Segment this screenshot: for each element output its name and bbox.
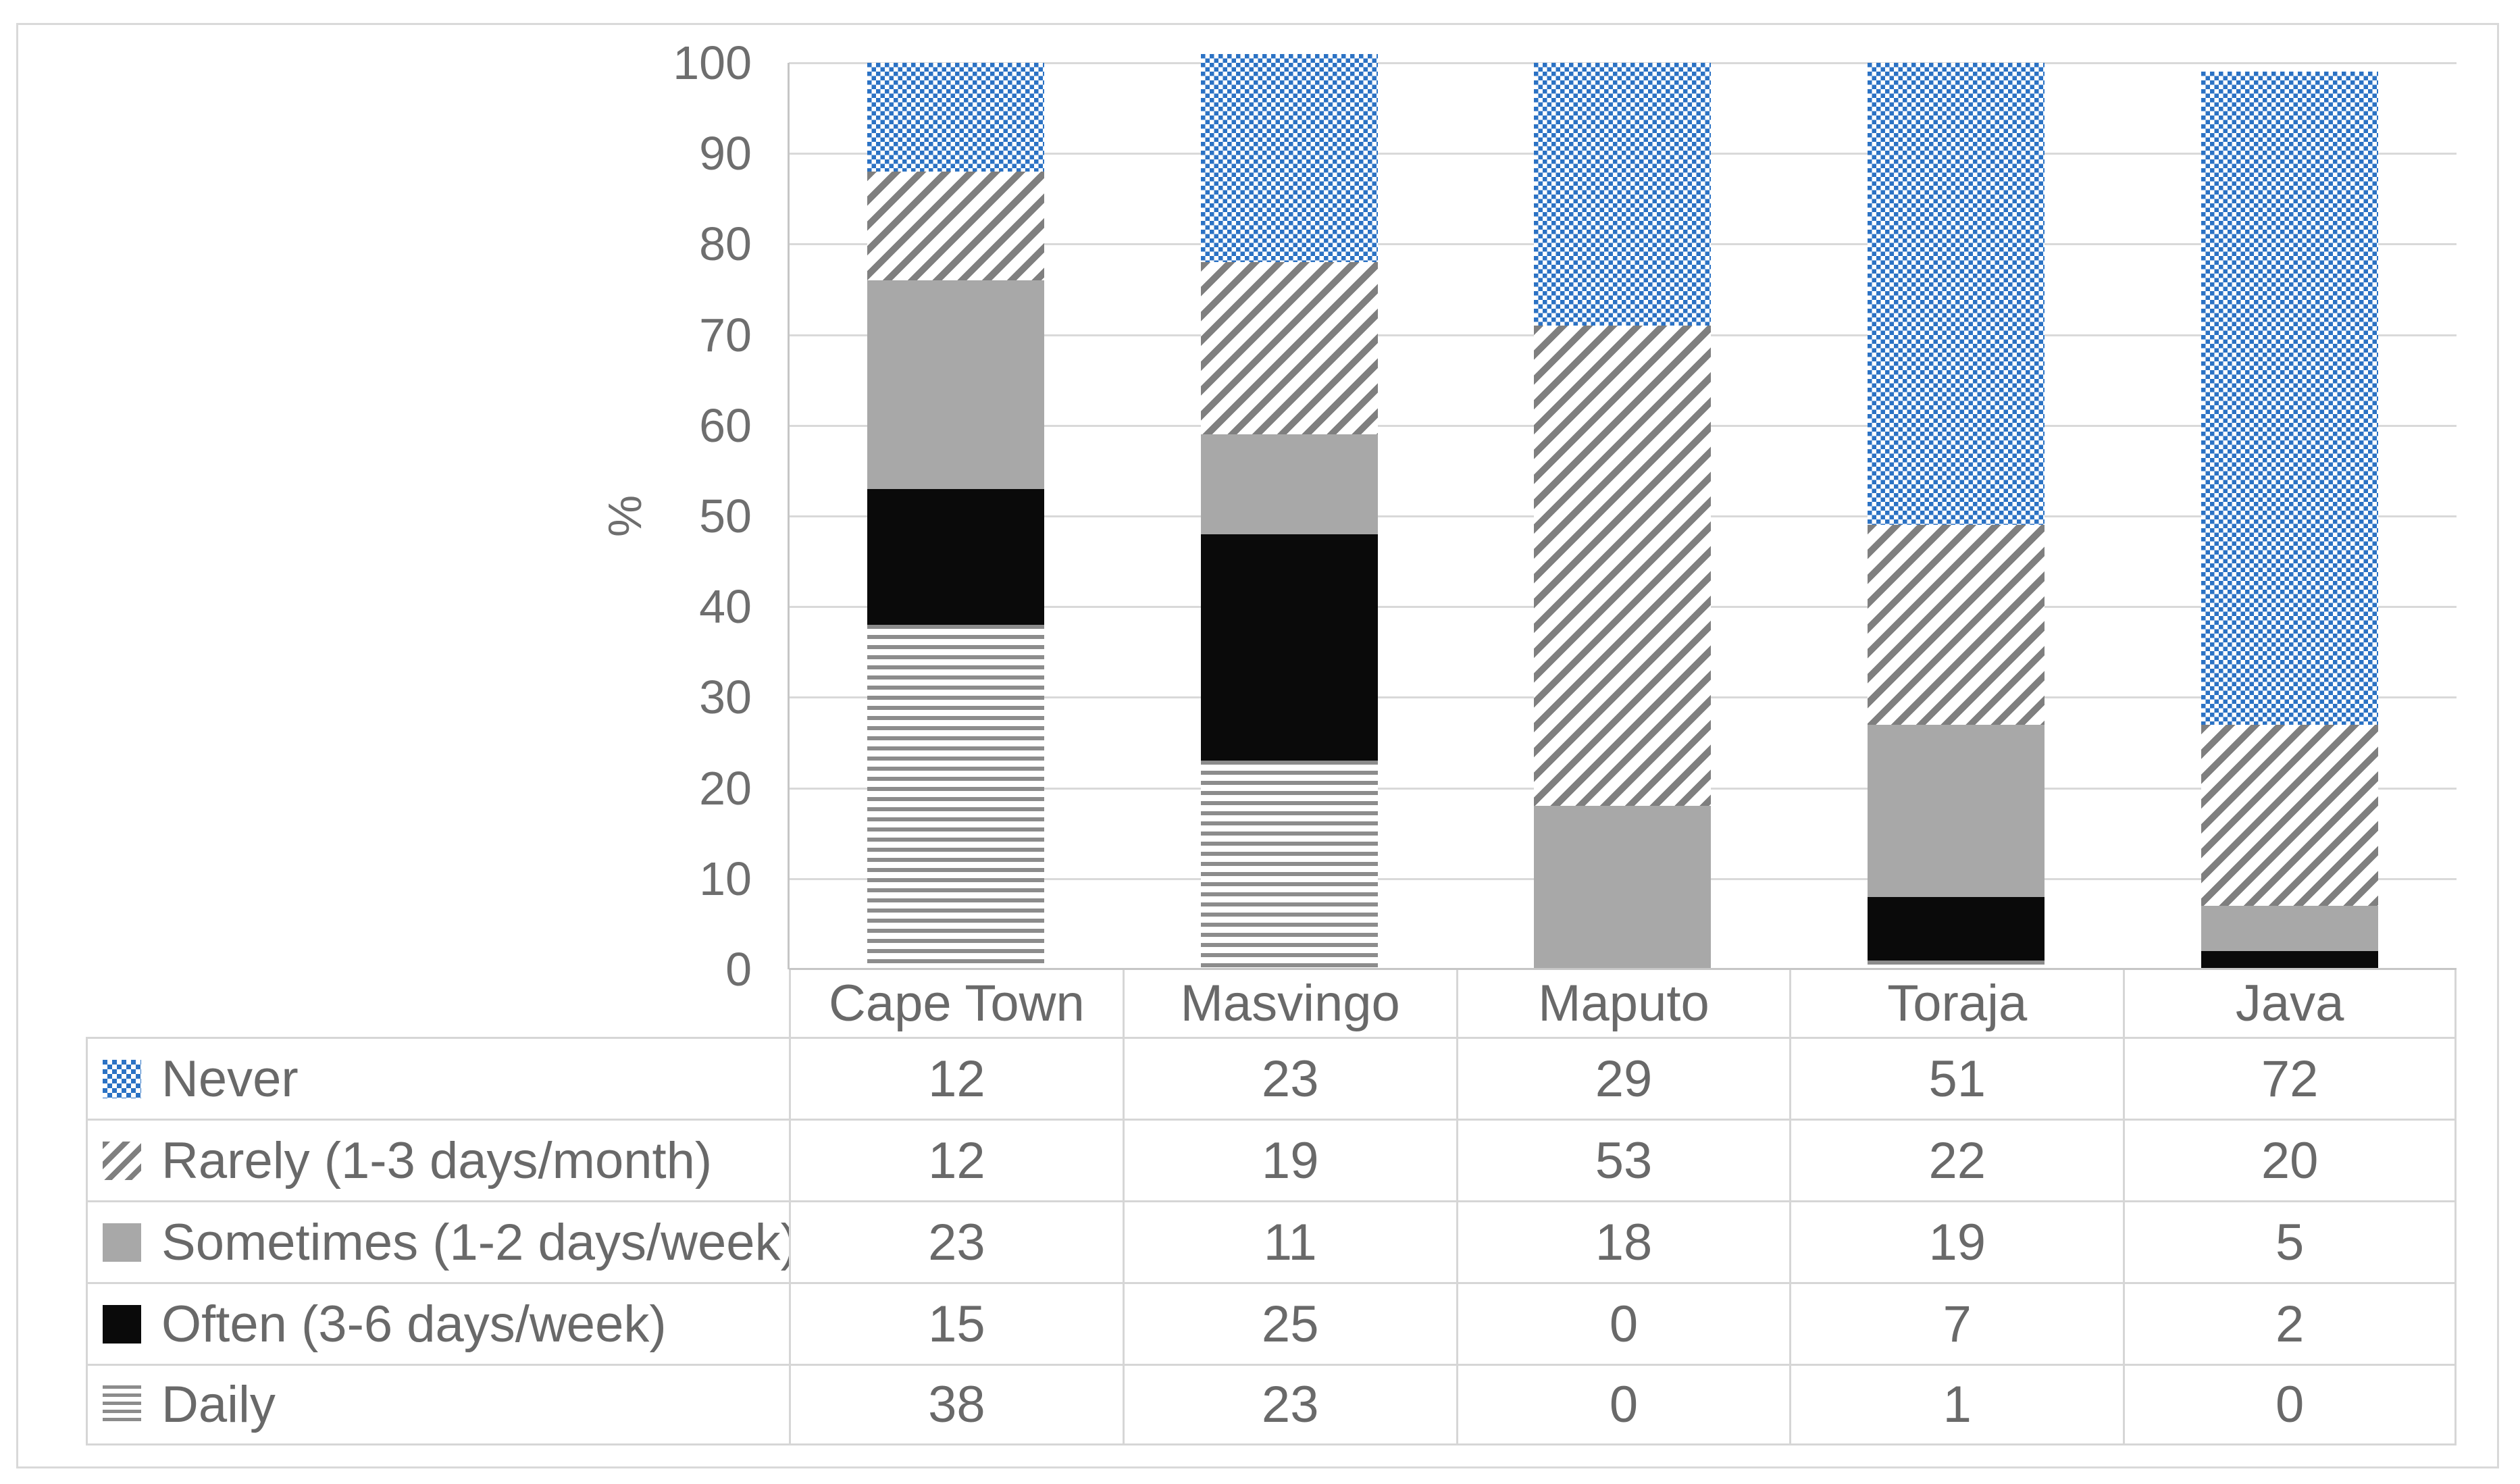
bar-segment-rarely xyxy=(1534,326,1712,807)
legend-label: Often (3-6 days/week) xyxy=(161,1295,667,1353)
category-header-masvingo: Masvingo xyxy=(1122,969,1456,1037)
x-axis-line xyxy=(789,968,2457,970)
bar-segment-rarely xyxy=(1868,525,2045,725)
bar-segment-daily xyxy=(1868,960,2045,969)
bar-column-maputo xyxy=(1456,63,1790,969)
y-tick-label: 60 xyxy=(699,399,752,452)
value-cell: 38 xyxy=(789,1364,1123,1445)
category-header-toraja: Toraja xyxy=(1789,969,2124,1037)
value-cell: 23 xyxy=(1122,1364,1456,1445)
value-cell: 5 xyxy=(2123,1200,2457,1282)
bar-segment-often xyxy=(1200,534,1378,761)
value-cell: 23 xyxy=(789,1200,1123,1282)
y-tick-label: 40 xyxy=(699,580,752,634)
value-cell: 25 xyxy=(1122,1282,1456,1364)
legend-cell-sometimes: Sometimes (1-2 days/week) xyxy=(86,1200,798,1282)
bar-segment-never xyxy=(1200,53,1378,263)
category-header-java: Java xyxy=(2123,969,2457,1037)
legend-label: Rarely (1-3 days/month) xyxy=(161,1131,713,1189)
y-tick-label: 90 xyxy=(699,127,752,180)
plot-area: 100 90 80 70 60 50 40 30 20 10 0 % xyxy=(598,36,2457,996)
value-cell: 0 xyxy=(1456,1364,1790,1445)
bar-segment-often xyxy=(867,488,1044,625)
bars-layer xyxy=(789,53,2457,969)
data-table: Cape Town Masvingo Maputo Toraja Java Ne… xyxy=(86,969,2457,1445)
value-cell: 29 xyxy=(1456,1037,1790,1119)
y-tick-label: 80 xyxy=(699,218,752,271)
bar-segment-daily xyxy=(1200,761,1378,969)
bar-column-masvingo xyxy=(1123,53,1456,969)
value-cell: 15 xyxy=(789,1282,1123,1364)
value-cell: 22 xyxy=(1789,1119,2124,1200)
legend-cell-never: Never xyxy=(86,1037,789,1119)
value-cell: 12 xyxy=(789,1119,1123,1200)
value-cell: 0 xyxy=(1456,1282,1790,1364)
bar-segment-never xyxy=(1534,63,1712,326)
often-pattern-swatch-icon xyxy=(103,1304,141,1344)
bar-column-toraja xyxy=(1789,63,2123,969)
bar-maputo xyxy=(1534,63,1712,969)
bar-segment-rarely xyxy=(1200,262,1378,435)
category-header-cape-town: Cape Town xyxy=(789,969,1123,1037)
category-header-maputo: Maputo xyxy=(1456,969,1790,1037)
bar-segment-sometimes xyxy=(1200,434,1378,534)
y-tick-label: 30 xyxy=(699,671,752,724)
value-cell: 72 xyxy=(2123,1037,2457,1119)
bar-column-java xyxy=(2123,63,2457,969)
bar-segment-rarely xyxy=(867,172,1044,281)
value-cell: 0 xyxy=(2123,1364,2457,1445)
value-cell: 2 xyxy=(2123,1282,2457,1364)
legend-label: Sometimes (1-2 days/week) xyxy=(161,1213,798,1271)
legend-label: Daily xyxy=(161,1376,276,1433)
bar-masvingo xyxy=(1200,53,1378,969)
rarely-pattern-swatch-icon xyxy=(103,1141,141,1180)
bar-segment-never xyxy=(2201,72,2379,725)
bar-segment-sometimes xyxy=(867,280,1044,489)
y-tick-label: 50 xyxy=(699,490,752,542)
bar-segment-never xyxy=(867,63,1044,172)
value-cell: 18 xyxy=(1456,1200,1790,1282)
value-cell: 1 xyxy=(1789,1364,2124,1445)
never-pattern-swatch-icon xyxy=(103,1059,141,1098)
value-cell: 19 xyxy=(1789,1200,2124,1282)
y-tick-label: 10 xyxy=(699,852,752,905)
bar-segment-sometimes xyxy=(1534,806,1712,969)
value-cell: 20 xyxy=(2123,1119,2457,1200)
legend-cell-rarely: Rarely (1-3 days/month) xyxy=(86,1119,789,1200)
y-tick-label: 0 xyxy=(725,943,752,996)
bar-column-cape-town xyxy=(789,63,1123,969)
daily-pattern-swatch-icon xyxy=(103,1385,141,1424)
value-cell: 53 xyxy=(1456,1119,1790,1200)
y-tick-label: 20 xyxy=(699,761,752,815)
value-cell: 19 xyxy=(1122,1119,1456,1200)
legend-label: Never xyxy=(161,1050,299,1108)
value-cell: 11 xyxy=(1122,1200,1456,1282)
bar-segment-sometimes xyxy=(1868,724,2045,897)
y-axis-line xyxy=(788,63,790,969)
bar-cape-town xyxy=(867,63,1044,969)
bar-segment-sometimes xyxy=(2201,906,2379,952)
y-tick-label: 70 xyxy=(699,308,752,361)
value-cell: 12 xyxy=(789,1037,1123,1119)
legend-cell-often: Often (3-6 days/week) xyxy=(86,1282,789,1364)
value-cell: 51 xyxy=(1789,1037,2124,1119)
bar-segment-often xyxy=(1868,896,2045,961)
bar-segment-rarely xyxy=(2201,724,2379,906)
value-cell: 23 xyxy=(1122,1037,1456,1119)
value-cell: 7 xyxy=(1789,1282,2124,1364)
bar-java xyxy=(2201,63,2379,969)
bar-segment-daily xyxy=(867,625,1044,969)
table-corner-blank xyxy=(86,969,789,1037)
y-axis-title: % xyxy=(598,494,651,538)
bar-segment-often xyxy=(2201,951,2379,969)
figure-frame: 100 90 80 70 60 50 40 30 20 10 0 % xyxy=(16,23,2499,1468)
bar-toraja xyxy=(1868,63,2045,969)
bar-segment-never xyxy=(1868,63,2045,526)
legend-cell-daily: Daily xyxy=(86,1364,789,1445)
y-tick-label: 100 xyxy=(673,36,752,89)
sometimes-pattern-swatch-icon xyxy=(103,1223,141,1262)
